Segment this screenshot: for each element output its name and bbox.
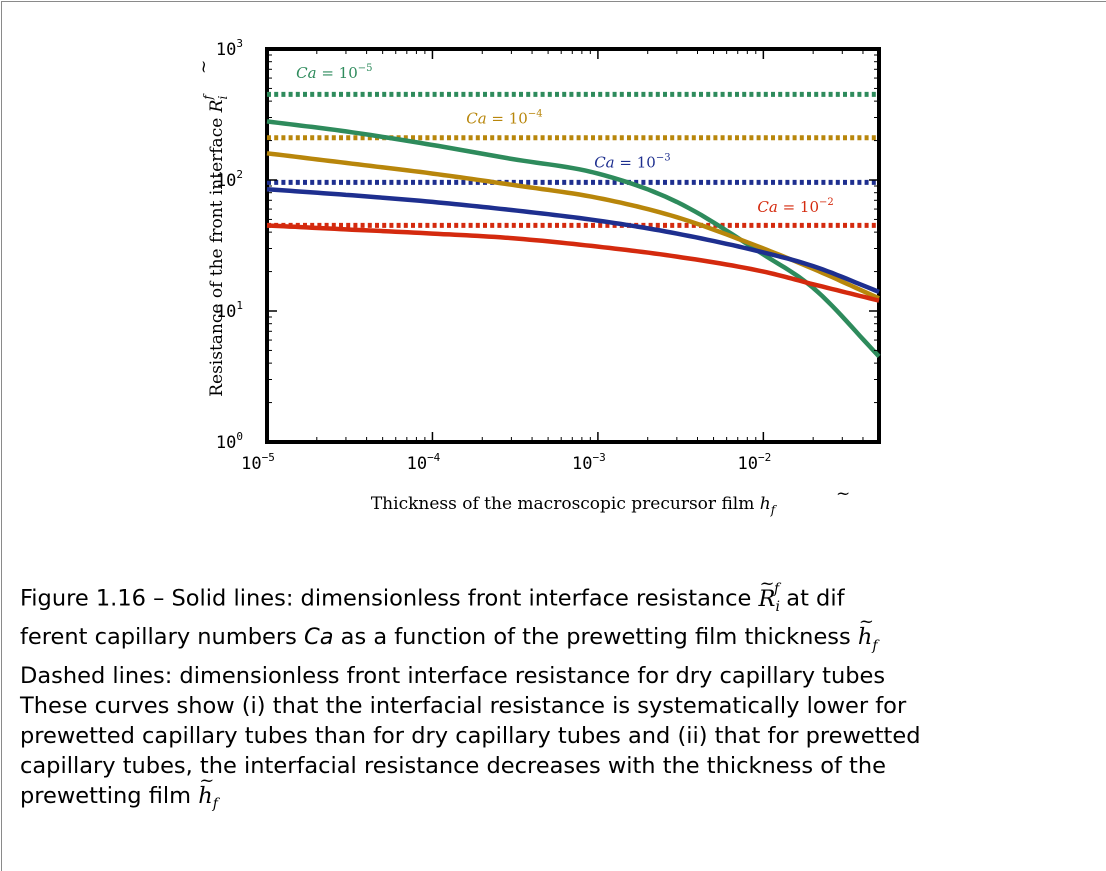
caption-line-5: prewetted capillary tubes than for dry c… [20,722,921,749]
y-axis-label-sup: f [201,93,215,101]
series-solid-103-line [266,186,880,294]
figure-caption: Figure 1.16 – Solid lines: dimensionless… [20,569,1106,820]
y-axis-label-text: Resistance of the front interface [207,112,227,396]
caption-text: at dif [779,585,845,612]
series-annotation: Ca = 10−4 [466,108,542,127]
series-annotation: Ca = 10−5 [296,63,372,82]
caption-line-1: Figure 1.16 – Solid lines: dimensionless… [20,569,1106,622]
series-solid-102-line [266,223,880,303]
caption-text: as a function of the prewetting film thi… [333,624,858,650]
x-tick-label: 10−3 [572,451,606,474]
x-axis-label-tilde: ~ [836,484,850,504]
tick-layer: 10−5 10−4 10−3 10−2 100 101 102 103 [216,37,880,474]
caption-line-6: capillary tubes, the interfacial resista… [20,752,886,779]
caption-ca: Ca [304,624,334,650]
caption-line-7: prewetting film hf [20,766,1106,820]
caption-symbol-h: h [858,607,874,652]
plot-frame [265,47,881,444]
caption-sub: f [212,796,218,812]
y-tick-label: 102 [216,168,243,191]
y-axis-label: Resistance of the front interface Rif [201,93,230,397]
y-tick-label: 100 [216,430,243,453]
caption-sub: f [872,637,878,654]
caption-line-4: These curves show (i) that the interfaci… [20,692,907,719]
y-axis-label-sub: i [216,96,230,100]
y-tick-label: 103 [216,37,243,60]
caption-line-2: ferent capillary numbers Ca as a functio… [20,607,1106,661]
caption-sub: i [775,599,780,615]
x-axis-label-sub: f [770,503,778,517]
series-annotation: Ca = 10−3 [594,152,670,171]
series-annotation: Ca = 10−2 [757,197,833,216]
caption-text: Figure 1.16 – Solid lines: dimensionless… [20,585,759,612]
x-tick-label: 10−5 [241,451,275,474]
figure: 10−5 10−4 10−3 10−2 100 101 102 103 Ca = 10−5 Ca… [194,37,881,517]
x-tick-label: 10−2 [737,451,771,474]
y-tick-label: 101 [216,299,243,322]
x-axis-label: Thickness of the macroscopic precursor f… [371,494,778,517]
y-axis-label-symbol: R [207,99,227,113]
y-axis-label-tilde: ~ [194,60,214,74]
x-axis-label-symbol: h [760,494,771,514]
annotation-layer: Ca = 10−5 Ca = 10−4 Ca = 10−3 Ca = 10−2 [296,63,834,216]
caption-sup: f [773,581,780,597]
caption-line-3: Dashed lines: dimensionless front interf… [20,662,886,689]
caption-symbol-r: R [759,569,776,614]
series-solid-105-line [266,119,881,358]
caption-text: ferent capillary numbers [20,624,304,650]
x-tick-label: 10−4 [407,451,441,474]
x-axis-label-text: Thickness of the macroscopic precursor f… [371,494,760,514]
series-layer [266,91,881,358]
caption-symbol-h: h [198,766,214,811]
caption-text: prewetting film [20,782,199,809]
